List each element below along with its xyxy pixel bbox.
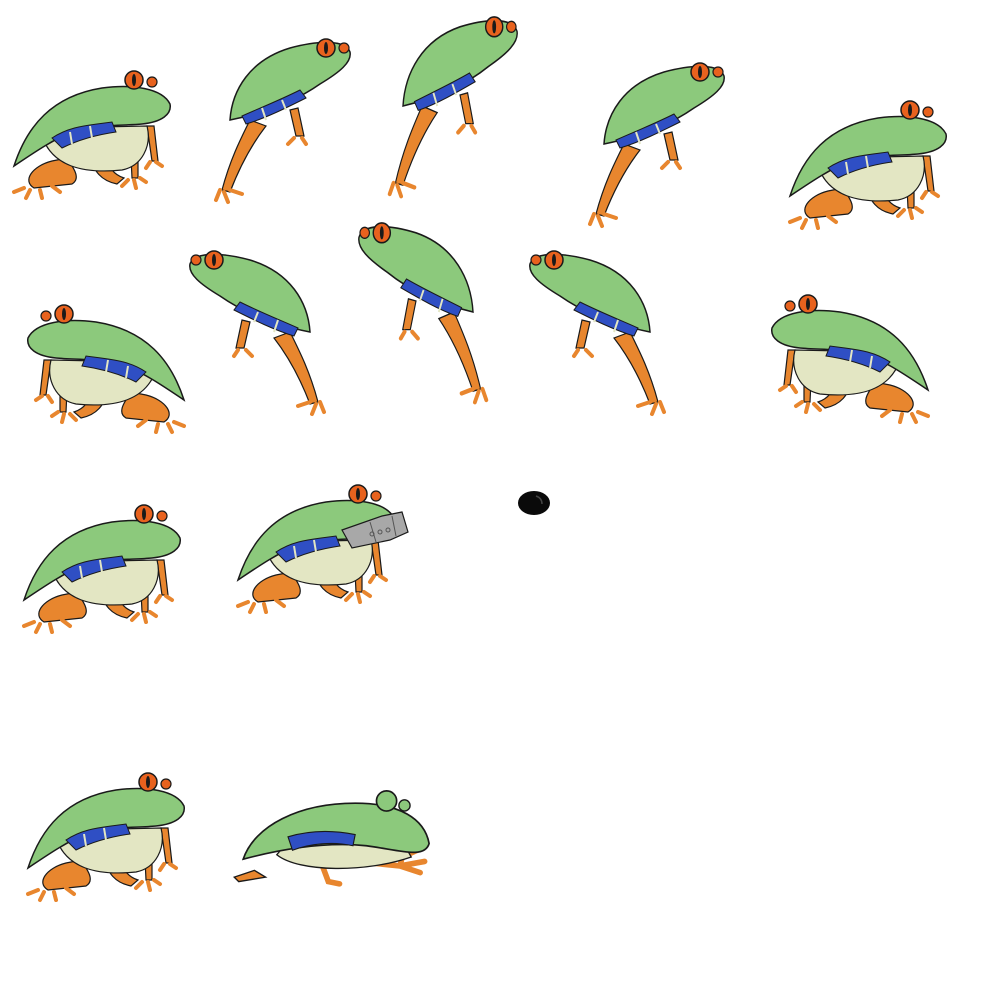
frog-sit-1 <box>12 69 173 200</box>
frog-shoot <box>236 483 409 614</box>
frog-sit-4 <box>769 293 930 424</box>
frog-sit-6 <box>26 771 187 902</box>
frog-sit-2 <box>788 99 949 230</box>
frog-sit-5 <box>22 503 183 634</box>
frog-crawl <box>234 791 429 884</box>
frog-leap-3 <box>588 61 727 228</box>
frog-leap-5 <box>359 223 487 402</box>
bullet <box>518 491 550 515</box>
frog-leap-1 <box>214 37 353 204</box>
frog-sit-3 <box>25 303 186 434</box>
frog-leap-4 <box>187 249 326 416</box>
frog-leap-6 <box>527 249 666 416</box>
frog-leap-2 <box>390 17 518 196</box>
